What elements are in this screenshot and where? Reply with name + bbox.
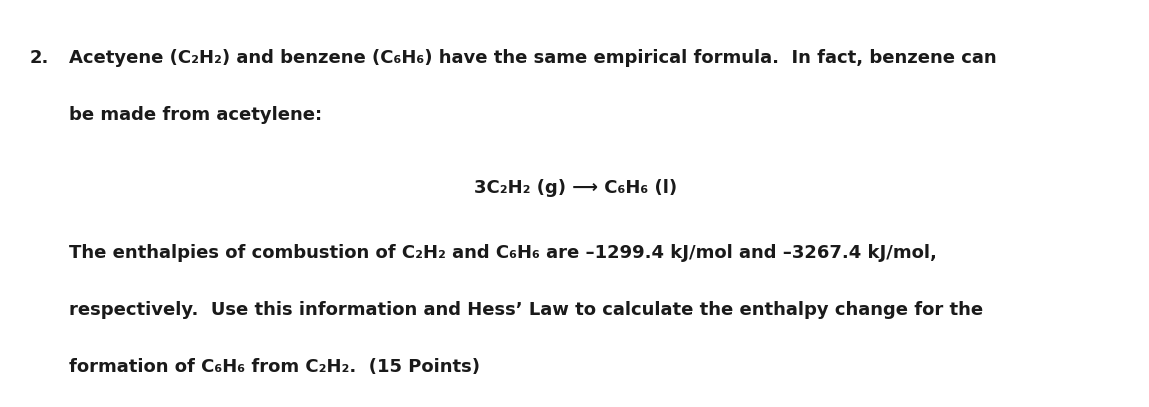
Text: be made from acetylene:: be made from acetylene: xyxy=(69,106,322,124)
Text: 3C₂H₂ (g) ⟶ C₆H₆ (l): 3C₂H₂ (g) ⟶ C₆H₆ (l) xyxy=(475,179,678,197)
Text: respectively.  Use this information and Hess’ Law to calculate the enthalpy chan: respectively. Use this information and H… xyxy=(69,301,982,319)
Text: 2.: 2. xyxy=(30,49,49,67)
Text: The enthalpies of combustion of C₂H₂ and C₆H₆ are –1299.4 kJ/mol and –3267.4 kJ/: The enthalpies of combustion of C₂H₂ and… xyxy=(69,244,936,262)
Text: formation of C₆H₆ from C₂H₂.  (15 Points): formation of C₆H₆ from C₂H₂. (15 Points) xyxy=(69,358,479,376)
Text: Acetyene (C₂H₂) and benzene (C₆H₆) have the same empirical formula.  In fact, be: Acetyene (C₂H₂) and benzene (C₆H₆) have … xyxy=(69,49,996,67)
